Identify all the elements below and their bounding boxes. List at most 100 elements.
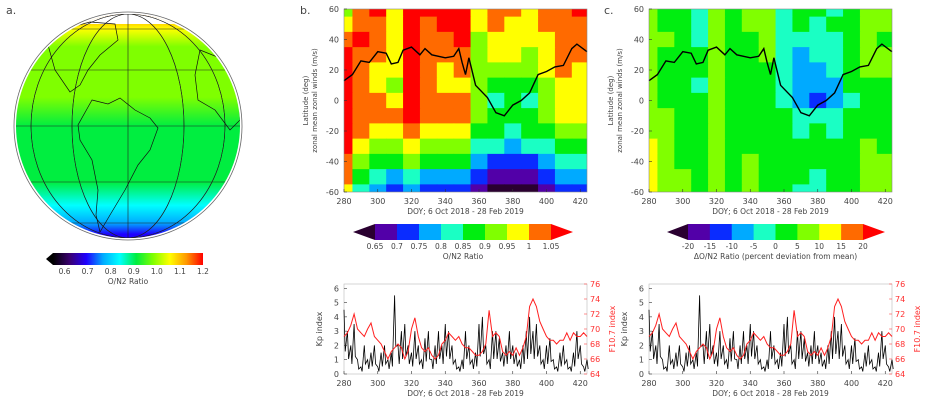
x-tick-label: 400 (539, 197, 554, 206)
y-right-tick-label: 70 (590, 325, 600, 334)
heatmap-cell (657, 184, 675, 192)
heatmap-cell (792, 31, 810, 48)
heatmap-cell (649, 47, 658, 63)
y-right-tick-label: 68 (590, 340, 600, 349)
x-tick-label: 320 (709, 379, 724, 388)
heatmap-cell (453, 9, 472, 18)
x-tick-label: 400 (539, 379, 554, 388)
heatmap-cell (809, 62, 827, 79)
colorbar-tick-label: 0.65 (367, 242, 384, 251)
heatmap-cell (571, 184, 587, 192)
heatmap-cell (369, 138, 387, 155)
colorbar-tick-label: 5 (795, 242, 800, 251)
heatmap-cell (859, 123, 878, 140)
heatmap-cell (538, 169, 556, 185)
heatmap-cell (436, 77, 455, 94)
heatmap-cell (538, 123, 556, 140)
colorbar-tick-label: -10 (726, 242, 738, 251)
colorbar-tick-label: 0 (773, 242, 778, 251)
heatmap-cell (649, 123, 658, 140)
heatmap-cell (708, 92, 726, 109)
heatmap-cell (758, 47, 777, 63)
heatmap-cell (724, 9, 743, 18)
y-tick-label: 4 (334, 313, 339, 322)
heatmap-cell (724, 123, 743, 140)
heatmap-cell (674, 184, 692, 192)
heatmap-cell (649, 92, 658, 109)
colorbar-tick-label: 0.9 (128, 267, 140, 276)
colorbar-tick-label: 10 (814, 242, 824, 251)
colorbar-tick-label: 1.0 (151, 267, 163, 276)
heatmap-cell (876, 108, 892, 124)
colorbar-tick-label: -20 (682, 242, 694, 251)
heatmap-cell (724, 47, 743, 63)
heatmap-cell (470, 123, 488, 140)
heatmap-cell (521, 16, 539, 33)
heatmap-cell (369, 9, 387, 18)
heatmap-cell (741, 62, 760, 79)
y-right-tick-label: 64 (895, 370, 905, 379)
heatmap-cell (419, 138, 438, 155)
colorbar-title: O/N2 Ratio (443, 252, 484, 261)
x-tick-label: 380 (505, 197, 520, 206)
heatmap-cell (724, 16, 743, 33)
x-tick-label: 400 (844, 197, 859, 206)
heatmap-cell (487, 123, 505, 140)
heatmap-cell (724, 31, 743, 48)
heatmap-cell (369, 77, 387, 94)
heatmap-cell (775, 9, 793, 18)
colorbar-segment (753, 224, 776, 240)
heatmap-cell (657, 153, 675, 170)
heatmap-cell (352, 9, 370, 18)
colorbar-tick-label: 0.8 (105, 267, 117, 276)
heatmap-cell (521, 9, 539, 18)
x-tick-label: 420 (878, 379, 893, 388)
colorbar-segment (463, 224, 486, 240)
heatmap-cell (708, 138, 726, 155)
heatmap-cell (344, 138, 353, 155)
heatmap-cell (876, 92, 892, 109)
heatmap-cell (487, 169, 505, 185)
heatmap-cell (809, 77, 827, 94)
heatmap-cell (758, 184, 777, 192)
heatmap-cell (403, 123, 421, 140)
x-tick-label: 300 (675, 197, 690, 206)
heatmap-cell (859, 184, 878, 192)
x-tick-label: 360 (776, 379, 791, 388)
heatmap-cell (386, 62, 404, 79)
heatmap-cell (571, 153, 587, 170)
heatmap-cell (487, 47, 505, 63)
heatmap-cell (386, 169, 404, 185)
heatmap-cell (674, 138, 692, 155)
heatmap-cell (843, 92, 861, 109)
x-axis-label: DOY; 6 Oct 2018 - 28 Feb 2019 (407, 207, 524, 216)
heatmap-cell (369, 184, 387, 192)
heatmap-cell (554, 92, 573, 109)
heatmap-cell (453, 92, 472, 109)
y-right-tick-label: 74 (590, 295, 600, 304)
heatmap-cell (708, 169, 726, 185)
heatmap-cell (538, 16, 556, 33)
y-tick-label: 3 (639, 327, 644, 336)
heatmap-cell (792, 123, 810, 140)
heatmap-cell (826, 138, 844, 155)
heatmap-cell (724, 92, 743, 109)
heatmap-cell (876, 184, 892, 192)
heatmap-cell (809, 123, 827, 140)
heatmap-cell (571, 123, 587, 140)
heatmap-cell (809, 184, 827, 192)
heatmap-cell (453, 169, 472, 185)
heatmap-cell (843, 123, 861, 140)
heatmap-cell (554, 47, 573, 63)
heatmap-cell (344, 153, 353, 170)
heatmap-cell (876, 138, 892, 155)
north-america-coastline (47, 21, 119, 93)
colorbar-tick-label: 0.95 (499, 242, 516, 251)
y-right-tick-label: 76 (590, 280, 600, 289)
heatmap-cell (792, 138, 810, 155)
y-right-tick-label: 76 (895, 280, 905, 289)
x-tick-label: 340 (743, 197, 758, 206)
heatmap-cell (843, 47, 861, 63)
heatmap-cell (344, 184, 353, 192)
heatmap-cell (352, 47, 370, 63)
